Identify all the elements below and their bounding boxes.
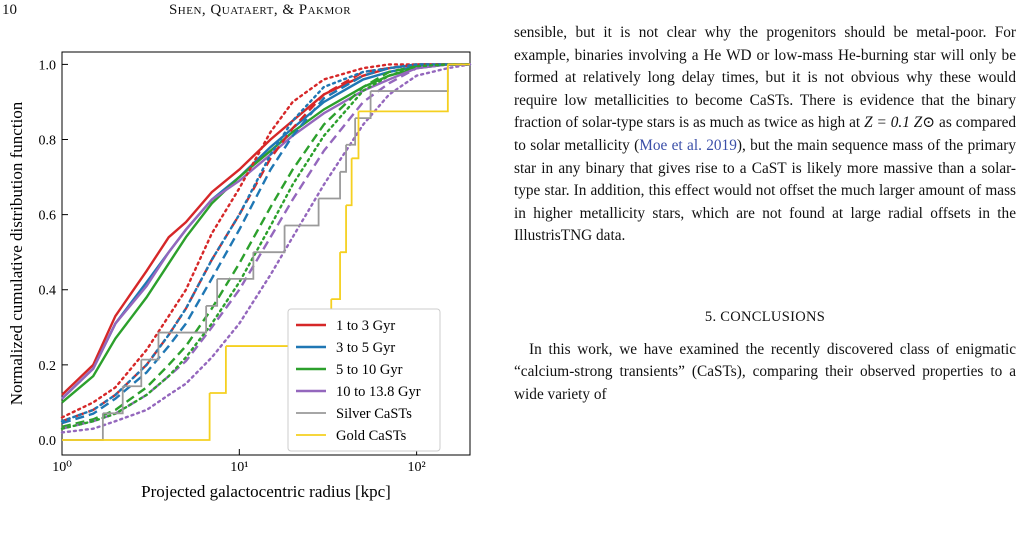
step-segment [141, 332, 160, 361]
step-segment [62, 393, 211, 441]
y-tick-label: 0.8 [39, 134, 57, 149]
step-segment [318, 171, 341, 200]
y-tick-label: 0.0 [39, 434, 57, 449]
curve [60, 63, 472, 423]
step-segment [122, 359, 143, 388]
x-tick-label: 10⁰ [52, 460, 72, 475]
legend-label: Gold CaSTs [336, 428, 407, 444]
curve [60, 63, 472, 434]
step-segment [331, 252, 341, 301]
step-segment [253, 225, 286, 254]
step-segment [209, 346, 227, 394]
step-segment [340, 144, 347, 173]
page-number: 10 [2, 2, 17, 18]
x-tick-label: 10¹ [230, 460, 248, 475]
legend-label: 1 to 3 Gyr [336, 318, 395, 334]
text: sensible, but it is not clear why the pr… [514, 24, 1016, 132]
y-tick-label: 0.2 [39, 359, 57, 374]
text: ), but the main sequence mass of the pri… [514, 136, 1016, 245]
chart: 10⁰ 10¹ 10² 0.0 0.2 0.4 0.6 0.8 1.0 Projected gal… [7, 51, 472, 501]
text: as compared to solar metallicity ( [514, 114, 1017, 154]
legend-label: 5 to 10 Gyr [336, 362, 403, 378]
step-segment [346, 118, 357, 146]
legend-box [287, 308, 441, 452]
step-segment [217, 252, 255, 280]
legend-label: 3 to 5 Gyr [336, 340, 395, 356]
x-tick-label: 10² [408, 460, 426, 475]
curve [60, 63, 472, 419]
plot-frame [61, 51, 471, 456]
step-segment [351, 111, 360, 160]
step-segment [340, 205, 347, 254]
curve [61, 63, 470, 400]
paragraph: sensible, but it is not clear why the pr… [514, 22, 1016, 248]
y-axis-label: Normalized cumulative distribution funct… [7, 101, 26, 405]
running-head: Shen, Quataert, & Pakmor [168, 2, 352, 18]
step-segment [284, 198, 320, 227]
y-tick-label: 0.6 [39, 209, 57, 224]
curve [60, 63, 472, 430]
section-heading: 5. CONCLUSIONS [704, 308, 826, 325]
step-segment [206, 278, 219, 307]
curve [61, 63, 470, 428]
y-tick-label: 1.0 [39, 58, 57, 73]
step-segment [102, 386, 124, 415]
legend-label: 10 to 13.8 Gyr [336, 384, 421, 400]
citation[interactable]: Moe et al. 2019 [639, 136, 737, 154]
paragraph: In this work, we have examined the recen… [514, 340, 1016, 403]
step-segment [158, 305, 208, 334]
x-axis-label: Projected galactocentric radius [kpc] [141, 482, 391, 501]
step-segment [358, 64, 449, 113]
legend-label: Silver CaSTs [336, 406, 412, 422]
step-segment [346, 158, 353, 207]
step-segment [355, 91, 372, 120]
y-tick-label: 0.4 [39, 284, 57, 299]
math: Z = 0.1 Z⊙ [864, 114, 936, 132]
text-column: sensible, but it is not clear why the pr… [514, 22, 1016, 406]
